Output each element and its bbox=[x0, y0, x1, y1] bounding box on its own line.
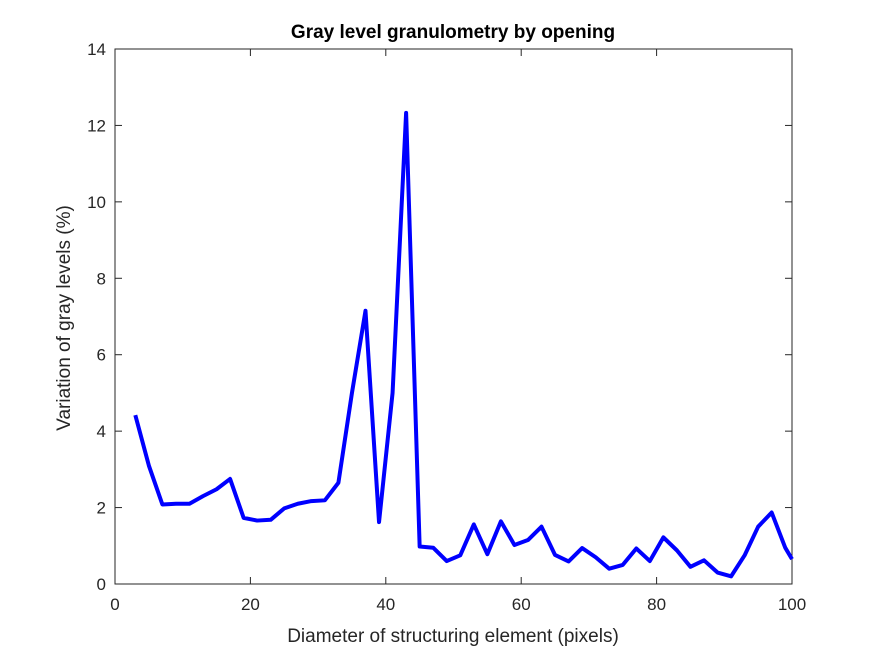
y-tick-label: 14 bbox=[87, 40, 106, 59]
x-tick-label: 100 bbox=[778, 595, 806, 614]
y-tick-label: 6 bbox=[97, 346, 106, 365]
axes-box bbox=[114, 48, 793, 585]
y-tick-label: 0 bbox=[97, 575, 106, 594]
x-tick-label: 20 bbox=[241, 595, 260, 614]
series-line bbox=[133, 110, 794, 579]
plot-area: 0 20 40 60 80 100 0 2 4 6 8 10 12 14 bbox=[87, 40, 806, 614]
y-tick-label: 2 bbox=[97, 499, 106, 518]
chart-title: Gray level granulometry by opening bbox=[291, 22, 615, 43]
x-tick-label: 0 bbox=[110, 595, 119, 614]
x-tick-label: 80 bbox=[647, 595, 666, 614]
y-tick-label: 12 bbox=[87, 116, 106, 135]
y-axis-label: Variation of gray levels (%) bbox=[54, 205, 75, 431]
x-axis-label: Diameter of structuring element (pixels) bbox=[287, 626, 619, 647]
y-tick-label: 8 bbox=[97, 269, 106, 288]
x-tick-label: 40 bbox=[376, 595, 395, 614]
y-tick-label: 4 bbox=[97, 422, 106, 441]
x-tick-label: 60 bbox=[512, 595, 531, 614]
y-tick-label: 10 bbox=[87, 193, 106, 212]
